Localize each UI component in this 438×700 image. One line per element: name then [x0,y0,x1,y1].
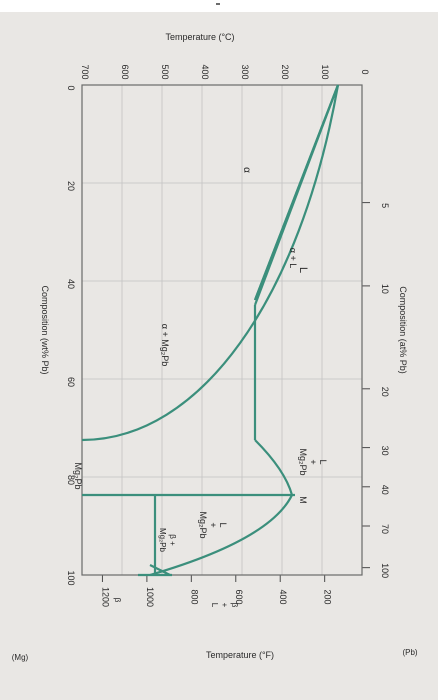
region-l-plus-mg2pb-left: L [318,459,328,464]
labels: 0 100 200 300 400 500 600 700 0 20 40 60 80 100 5 10 20 3… [12,32,418,662]
end-label-pb: (Pb) [402,648,417,657]
wt-tick-label: 20 [66,181,76,191]
region-beta: β [113,598,122,603]
temperature-c-title: Temperature (°C) [165,32,234,42]
phase-boundaries [81,84,340,577]
region-alpha: α [241,167,252,173]
region-l-plus-mg2pb-right: L [218,522,228,527]
region-alpha-plus-l: α + L [288,248,298,268]
wt-tick-label: 0 [66,85,76,90]
plot-frame [81,84,363,576]
at-tick-label: 100 [380,563,390,578]
solidus-curve [253,84,340,306]
point-m: M [298,496,308,504]
celsius-tick-label: 300 [240,64,250,79]
compound-label: Mg₂Pb [73,462,83,489]
region-alpha-plus-mg2pb: α + Mg₂Pb [160,324,170,366]
region-beta-plus-mg2pb: β + [168,534,177,546]
wt-tick-label: 80 [66,475,76,485]
wt-tick-label: 40 [66,279,76,289]
wt-tick-label: 60 [66,377,76,387]
fahrenheit-tick-label: 1000 [145,587,155,607]
wt-tick-label: 100 [66,570,76,585]
at-tick-label: 70 [380,524,390,534]
alpha-solvus [81,84,340,442]
temperature-f-title: Temperature (°F) [206,650,274,660]
fahrenheit-tick-label: 800 [189,589,199,604]
at-tick-label: 20 [380,387,390,397]
region-l-plus-mg2pb-right: Mg₂Pb [198,511,208,538]
composition-at-title: Composition (at% Pb) [398,286,408,374]
end-label-mg: (Mg) [12,653,29,662]
grid [81,84,370,582]
fahrenheit-tick-label: 600 [234,589,244,604]
region-liquid: L [297,267,309,273]
celsius-tick-label: 0 [360,69,370,74]
celsius-tick-label: 600 [120,64,130,79]
region-beta-plus-l: + [220,603,229,608]
region-l-plus-mg2pb-left: Mg₂Pb [298,448,308,475]
top-bar [0,0,438,12]
celsius-tick-label: 200 [280,64,290,79]
liquidus-to-mg2pb [254,439,294,496]
region-beta-plus-mg2pb: Mg₂Pb [158,528,167,553]
mg2pb-liquidus-right [149,494,293,577]
region-beta-plus-l: L [210,603,219,608]
region-l-plus-mg2pb-right: + [208,522,218,527]
celsius-tick-label: 100 [320,64,330,79]
region-l-plus-mg2pb-left: + [308,459,318,464]
beta-boundary [149,564,171,576]
at-tick-label: 5 [380,203,390,208]
at-tick-label: 30 [380,446,390,456]
celsius-tick-label: 500 [160,64,170,79]
at-tick-label: 10 [380,284,390,294]
at-tick-label: 40 [380,485,390,495]
region-beta-plus-l: β [230,603,239,608]
celsius-tick-label: 400 [200,64,210,79]
fahrenheit-tick-label: 400 [278,589,288,604]
fahrenheit-tick-label: 1200 [100,587,110,607]
celsius-tick-label: 700 [80,64,90,79]
composition-wt-title: Composition (wt% Pb) [40,285,50,374]
top-indicator [216,3,220,5]
fahrenheit-tick-label: 200 [323,589,333,604]
